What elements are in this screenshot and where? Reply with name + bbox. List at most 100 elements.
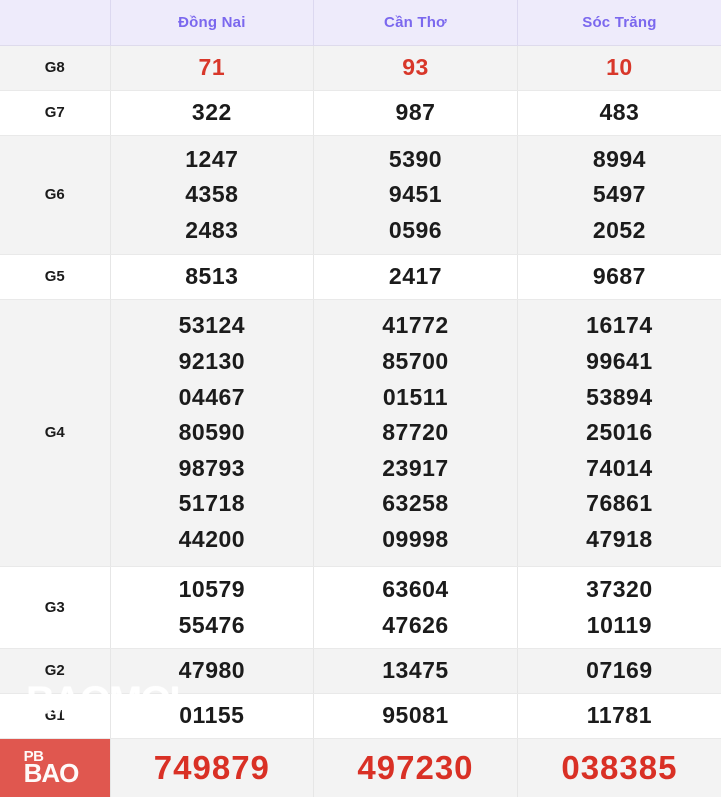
number-stack: 8513 <box>111 259 314 295</box>
prize-number: 47980 <box>179 653 245 689</box>
prize-number: 01155 <box>179 698 244 734</box>
number-stack: 10 <box>518 50 721 86</box>
prize-cell-g1-col2: 95081 <box>314 694 518 739</box>
prize-number: 01511 <box>383 380 448 416</box>
prize-number: 47918 <box>586 522 652 558</box>
prize-label-g2: G2 <box>0 649 110 694</box>
prize-label-g7: G7 <box>0 91 110 136</box>
prize-label-g8: G8 <box>0 46 110 91</box>
table-row: G5 8513 2417 9687 <box>0 255 721 300</box>
prize-cell-g7-col1: 322 <box>110 91 314 136</box>
prize-label-g6: G6 <box>0 136 110 255</box>
prize-number: 13475 <box>382 653 448 689</box>
prize-label-g1: G1 <box>0 694 110 739</box>
prize-cell-g5-col1: 8513 <box>110 255 314 300</box>
prize-label-g5: G5 <box>0 255 110 300</box>
prize-label-g3: G3 <box>0 567 110 649</box>
prize-cell-db-col3: 038385 <box>517 739 721 797</box>
prize-number: 483 <box>599 95 639 131</box>
prize-number: 2417 <box>389 259 442 295</box>
header-row: Đồng Nai Cần Thơ Sóc Trăng <box>0 0 721 46</box>
prize-number: 51718 <box>179 486 245 522</box>
prize-number: 04467 <box>179 380 245 416</box>
prize-number: 76861 <box>586 486 652 522</box>
prize-number: 322 <box>192 95 232 131</box>
number-stack: 07169 <box>518 653 721 689</box>
prize-number: 4358 <box>185 177 238 213</box>
prize-number: 98793 <box>179 451 245 487</box>
prize-cell-g2-col3: 07169 <box>517 649 721 694</box>
number-stack: 9687 <box>518 259 721 295</box>
table-header: Đồng Nai Cần Thơ Sóc Trăng <box>0 0 721 46</box>
number-stack: 93 <box>314 50 517 86</box>
watermark-badge-small: PB <box>24 751 79 763</box>
prize-number: 5497 <box>593 177 646 213</box>
prize-number: 95081 <box>382 698 448 734</box>
prize-number: 9687 <box>593 259 646 295</box>
prize-cell-g2-col2: 13475 <box>314 649 518 694</box>
prize-number: 038385 <box>561 742 677 793</box>
prize-number: 0596 <box>389 213 442 249</box>
prize-cell-g7-col2: 987 <box>314 91 518 136</box>
prize-number: 92130 <box>179 344 245 380</box>
prize-number: 80590 <box>179 415 245 451</box>
prize-number: 5390 <box>389 142 442 178</box>
prize-number: 1247 <box>185 142 238 178</box>
prize-number: 23917 <box>382 451 448 487</box>
prize-number: 10119 <box>587 608 652 644</box>
table-row: G2 47980 13475 07169 <box>0 649 721 694</box>
number-stack: 11781 <box>518 698 721 734</box>
number-stack: 987 <box>314 95 517 131</box>
number-stack: 749879 <box>111 742 314 793</box>
prize-number: 63258 <box>382 486 448 522</box>
prize-number: 37320 <box>586 572 652 608</box>
number-stack: 322 <box>111 95 314 131</box>
prize-number: 11781 <box>587 698 652 734</box>
prize-cell-g5-col2: 2417 <box>314 255 518 300</box>
prize-cell-g5-col3: 9687 <box>517 255 721 300</box>
prize-number: 16174 <box>586 308 652 344</box>
number-stack: 71 <box>111 50 314 86</box>
prize-number: 99641 <box>586 344 652 380</box>
header-province-soc-trang: Sóc Trăng <box>517 0 721 46</box>
prize-number: 85700 <box>382 344 448 380</box>
table-row: G7 322 987 483 <box>0 91 721 136</box>
prize-number: 10579 <box>179 572 245 608</box>
prize-number: 987 <box>396 95 436 131</box>
prize-number: 55476 <box>179 608 245 644</box>
prize-number: 74014 <box>586 451 652 487</box>
number-stack: 2417 <box>314 259 517 295</box>
prize-number: 8513 <box>185 259 238 295</box>
prize-number: 2052 <box>593 213 646 249</box>
prize-number: 9451 <box>389 177 442 213</box>
prize-number: 07169 <box>586 653 652 689</box>
prize-number: 8994 <box>593 142 646 178</box>
prize-cell-g2-col1: 47980 <box>110 649 314 694</box>
prize-number: 87720 <box>382 415 448 451</box>
